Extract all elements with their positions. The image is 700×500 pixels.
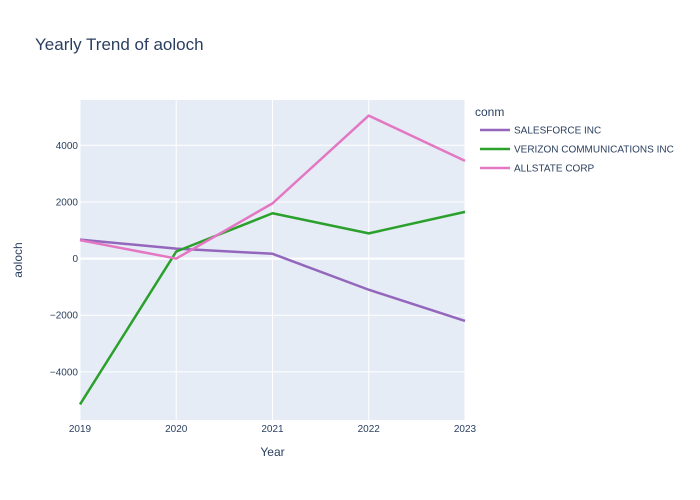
x-grid — [79, 100, 466, 420]
series-line-2 — [78, 210, 466, 406]
y-tick-label: 4000 — [56, 141, 79, 152]
x-tick-labels: 2019 2020 2021 2022 2023 — [69, 424, 477, 435]
series-line-1 — [79, 238, 466, 323]
legend-item[interactable]: SALESFORCE INC — [480, 126, 601, 137]
legend-label: VERIZON COMMUNICATIONS INC — [514, 145, 674, 156]
x-tick-label: 2019 — [69, 424, 92, 435]
legend-label: ALLSTATE CORP — [514, 164, 595, 175]
y-tick-label: 0 — [72, 254, 78, 265]
legend: conm SALESFORCE INC VERIZON COMMUNICATION… — [475, 105, 674, 175]
chart-title: Yearly Trend of aoloch — [35, 35, 204, 54]
x-tick-label: 2020 — [165, 424, 188, 435]
y-tick-label: −2000 — [50, 311, 79, 322]
y-tick-labels: −4000 −2000 0 2000 4000 — [50, 141, 79, 379]
x-tick-label: 2021 — [261, 424, 284, 435]
legend-item[interactable]: VERIZON COMMUNICATIONS INC — [480, 145, 674, 156]
y-grid — [80, 144, 465, 373]
legend-item[interactable]: ALLSTATE CORP — [480, 164, 595, 175]
x-tick-label: 2023 — [454, 424, 477, 435]
series-lines — [78, 114, 466, 406]
x-tick-label: 2022 — [358, 424, 381, 435]
y-tick-label: −4000 — [50, 367, 79, 378]
x-axis-title: Year — [260, 445, 284, 459]
legend-label: SALESFORCE INC — [514, 126, 601, 137]
y-axis-title: aoloch — [11, 242, 25, 277]
legend-title: conm — [475, 105, 504, 119]
series-line-3 — [79, 114, 466, 260]
y-tick-label: 2000 — [56, 197, 79, 208]
